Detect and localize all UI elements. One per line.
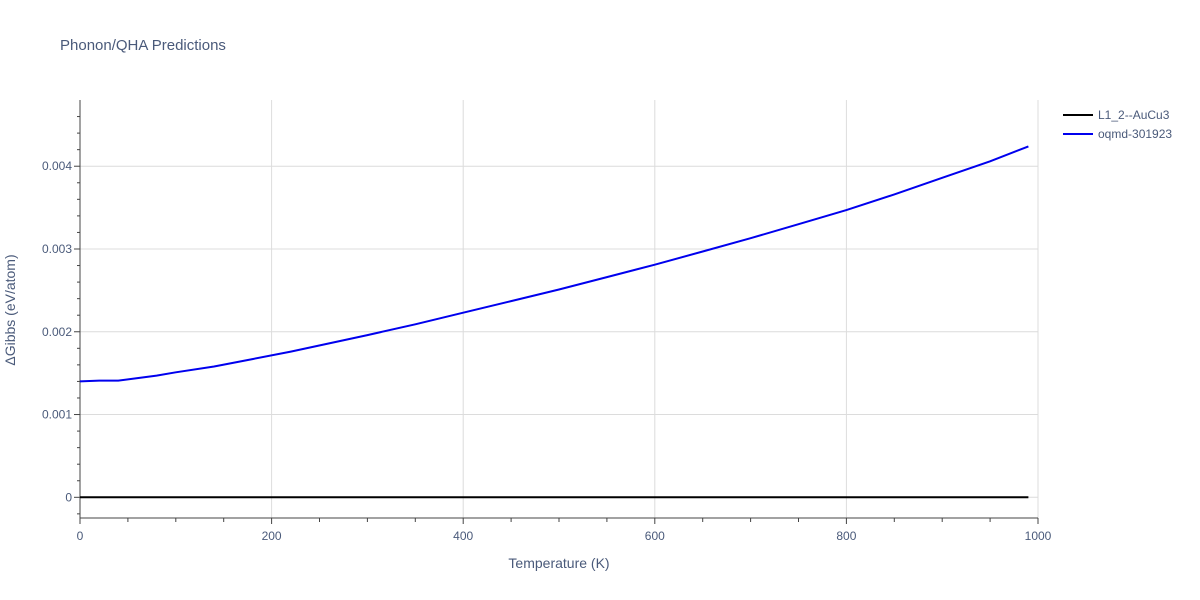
y-tick-label: 0.002 — [42, 325, 72, 339]
x-axis-title: Temperature (K) — [508, 555, 609, 571]
x-tick-label: 600 — [645, 529, 665, 543]
series-line-1[interactable] — [79, 145, 1029, 383]
x-tick-label: 400 — [453, 529, 473, 543]
y-tick-label: 0.001 — [42, 408, 72, 422]
x-tick-label: 200 — [262, 529, 282, 543]
axes-layer: 0 200 400 600 800 1000 0 0.001 0.002 0.003 0.004 — [42, 100, 1052, 543]
x-tick-label: 0 — [77, 529, 84, 543]
y-tick-label: 0 — [65, 490, 72, 504]
series-layer — [79, 145, 1029, 499]
x-tick-label: 800 — [836, 529, 856, 543]
y-tick-label: 0.003 — [42, 242, 72, 256]
legend-label[interactable]: L1_2--AuCu3 — [1098, 108, 1170, 122]
legend-label[interactable]: oqmd-301923 — [1098, 127, 1172, 141]
grid-layer — [80, 100, 1039, 518]
x-tick-label: 1000 — [1025, 529, 1052, 543]
y-axis-title: ΔGibbs (eV/atom) — [2, 254, 18, 365]
chart-title: Phonon/QHA Predictions — [60, 37, 226, 54]
y-tick-label: 0.004 — [42, 159, 72, 173]
legend[interactable]: L1_2--AuCu3 oqmd-301923 — [1063, 108, 1172, 141]
